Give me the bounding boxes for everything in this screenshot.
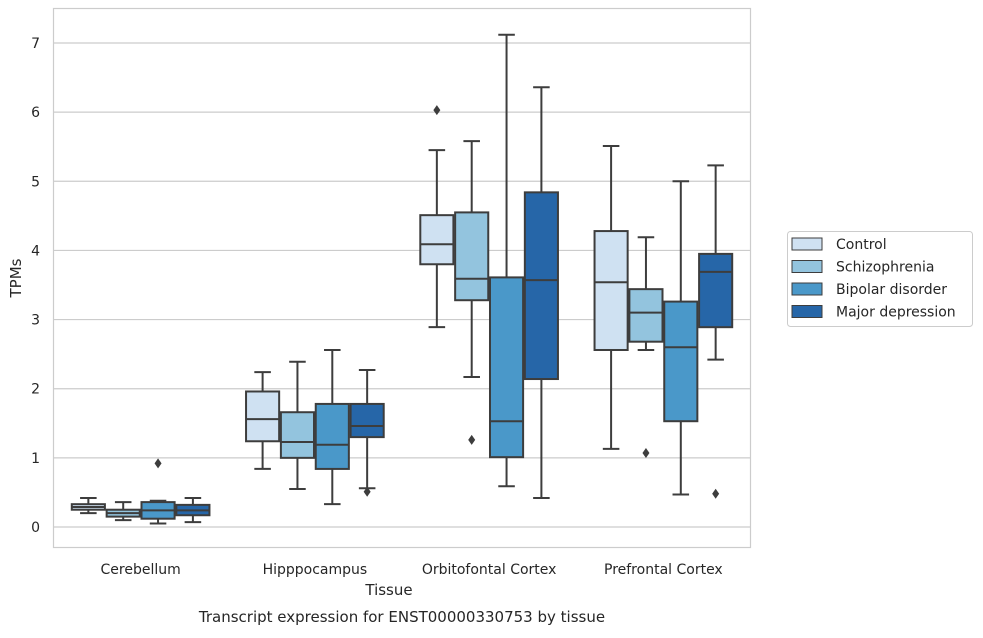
box-control — [419, 105, 455, 329]
box-bipolar-disorder — [488, 33, 525, 488]
box-control — [593, 145, 629, 450]
box-control — [70, 496, 106, 515]
iqr-box — [454, 211, 490, 302]
legend-swatch — [791, 282, 823, 296]
outlier-point — [712, 488, 720, 499]
box-schizophrenia — [279, 360, 316, 490]
grid-lines — [53, 42, 751, 528]
iqr-box — [628, 288, 664, 343]
iqr-box — [279, 411, 316, 459]
legend-label: Major depression — [836, 305, 956, 321]
box-major-depression — [523, 86, 559, 499]
box-schizophrenia — [105, 501, 141, 522]
y-tick-label: 7 — [31, 36, 40, 52]
iqr-box — [314, 402, 350, 470]
legend-frame — [787, 231, 973, 327]
outlier-point — [433, 105, 441, 116]
box-schizophrenia — [454, 140, 490, 445]
iqr-box — [663, 300, 699, 423]
y-tick-label: 4 — [31, 243, 40, 259]
y-tick-label: 5 — [31, 174, 40, 190]
box-major-depression — [349, 369, 385, 497]
iqr-box — [419, 214, 455, 266]
box-plot-series — [70, 33, 734, 525]
plot-frame — [52, 7, 752, 549]
outlier-point — [642, 448, 650, 459]
iqr-box — [488, 276, 525, 459]
box-bipolar-disorder — [140, 458, 176, 525]
box-bipolar-disorder — [663, 180, 699, 496]
y-tick-label: 1 — [31, 451, 40, 467]
legend: Control Schizophrenia Bipolar disorder Majo… — [787, 231, 973, 327]
y-tick-label: 6 — [31, 105, 40, 121]
box-control — [245, 371, 281, 470]
chart-caption: Transcript expression for ENST0000033075… — [198, 608, 605, 626]
iqr-box — [349, 402, 385, 439]
box-schizophrenia — [628, 236, 664, 459]
y-tick-labels: 0 1 2 3 4 5 6 7 — [31, 36, 40, 536]
box-major-depression — [698, 164, 734, 499]
iqr-box — [698, 252, 734, 329]
outlier-point — [363, 486, 371, 497]
y-tick-label: 2 — [31, 382, 40, 398]
legend-swatch — [791, 305, 823, 318]
iqr-box — [593, 230, 629, 351]
x-axis-label: Tissue — [364, 581, 412, 599]
x-tick-label: Cerebellum — [101, 562, 181, 578]
box-major-depression — [175, 496, 211, 524]
legend-swatch — [791, 260, 823, 273]
box-bipolar-disorder — [314, 348, 350, 506]
iqr-box — [245, 390, 281, 443]
x-tick-label: Prefrontal Cortex — [604, 562, 723, 578]
x-tick-labels: Cerebellum Hipppocampus Orbitofontal Corte… — [101, 562, 723, 578]
legend-swatch — [791, 237, 823, 251]
y-axis-label: TPMs — [7, 258, 25, 298]
iqr-box — [523, 191, 559, 381]
legend-label: Control — [836, 237, 887, 253]
legend-label: Bipolar disorder — [836, 282, 947, 298]
x-tick-label: Orbitofontal Cortex — [422, 562, 557, 578]
legend-label: Schizophrenia — [836, 260, 934, 276]
x-tick-label: Hipppocampus — [263, 562, 368, 578]
y-tick-label: 3 — [31, 313, 40, 329]
y-tick-label: 0 — [31, 520, 40, 536]
outlier-point — [154, 458, 162, 469]
outlier-point — [468, 434, 476, 445]
